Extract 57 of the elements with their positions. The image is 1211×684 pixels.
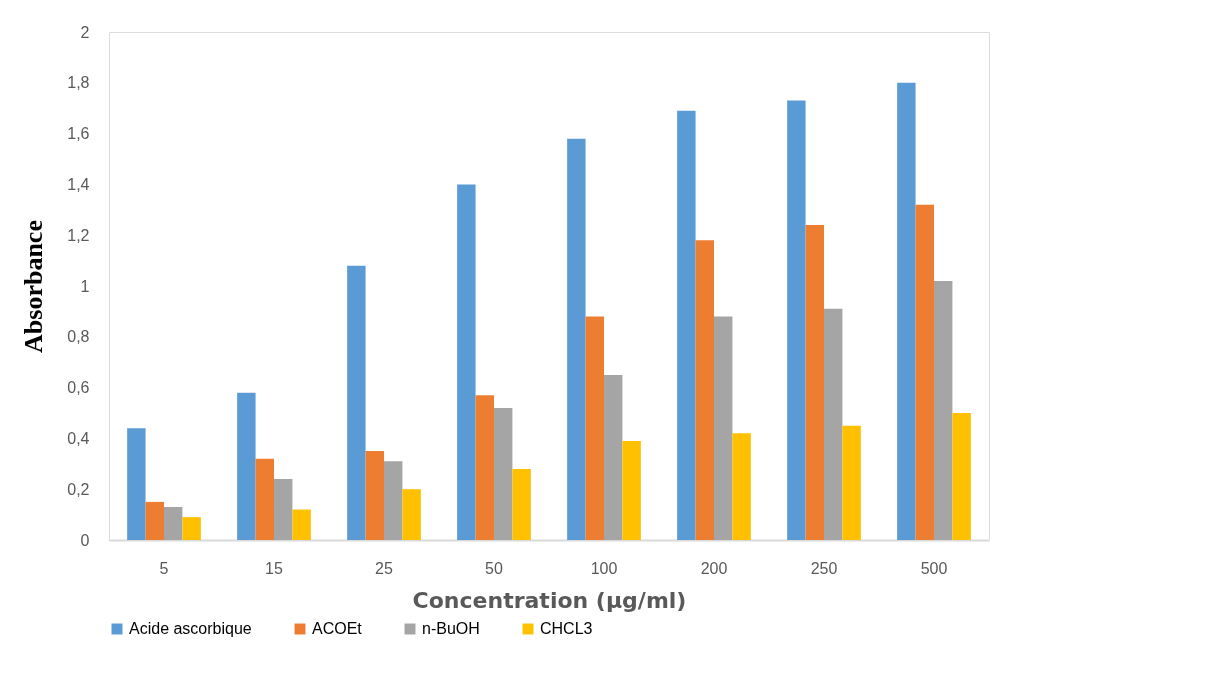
y-tick-label: 2	[80, 23, 90, 41]
bar	[567, 138, 586, 540]
bar	[622, 440, 641, 540]
bar	[365, 451, 384, 540]
bar	[934, 280, 953, 540]
bar	[915, 204, 934, 540]
bar	[255, 458, 274, 540]
x-tick-label: 100	[590, 559, 618, 577]
y-tick-label: 0,4	[67, 429, 90, 447]
bar	[805, 225, 824, 540]
bar	[732, 433, 751, 540]
bar	[182, 517, 201, 540]
x-tick-label: 500	[920, 559, 948, 577]
bar	[164, 506, 183, 540]
bar	[677, 110, 696, 540]
x-axis-title: Concentration (µg/ml)	[412, 587, 687, 613]
bar	[494, 407, 513, 540]
bar	[714, 316, 733, 540]
y-tick-label: 1,2	[67, 226, 90, 244]
bar	[384, 461, 403, 540]
x-tick-label: 15	[265, 559, 283, 577]
bar	[695, 240, 714, 540]
y-tick-label: 1	[80, 277, 90, 295]
x-tick-label: 200	[700, 559, 728, 577]
bar	[457, 184, 476, 540]
bar	[347, 265, 366, 540]
bar	[475, 395, 494, 540]
bar	[274, 479, 293, 540]
bar	[237, 392, 256, 540]
bar	[604, 374, 623, 540]
x-tick-label: 25	[375, 559, 393, 577]
bar	[145, 501, 164, 540]
x-tick-label: 50	[485, 559, 503, 577]
y-tick-label: 0,6	[67, 379, 90, 397]
legend-label: CHCL3	[540, 620, 593, 637]
x-tick-label: 5	[159, 559, 169, 577]
y-tick-label: 0,8	[67, 328, 90, 346]
legend-label: Acide ascorbique	[129, 620, 252, 637]
legend-label: n-BuOH	[422, 620, 480, 637]
y-tick-label: 1,6	[67, 125, 90, 143]
y-tick-label: 0	[80, 531, 90, 549]
y-axis-title: Absorbance	[19, 220, 49, 353]
bar	[824, 308, 843, 540]
legend-label: ACOEt	[312, 620, 363, 637]
bar	[787, 100, 806, 540]
y-tick-label: 1,4	[67, 175, 90, 193]
bar	[512, 468, 531, 540]
bar	[292, 509, 311, 540]
bar	[402, 489, 421, 540]
bar	[842, 425, 861, 540]
bar	[127, 428, 146, 540]
bar	[952, 413, 971, 540]
bar	[897, 82, 916, 540]
y-tick-label: 1,8	[67, 74, 90, 92]
y-tick-label: 0,2	[67, 480, 90, 498]
x-tick-label: 250	[810, 559, 838, 577]
bar	[585, 316, 604, 540]
